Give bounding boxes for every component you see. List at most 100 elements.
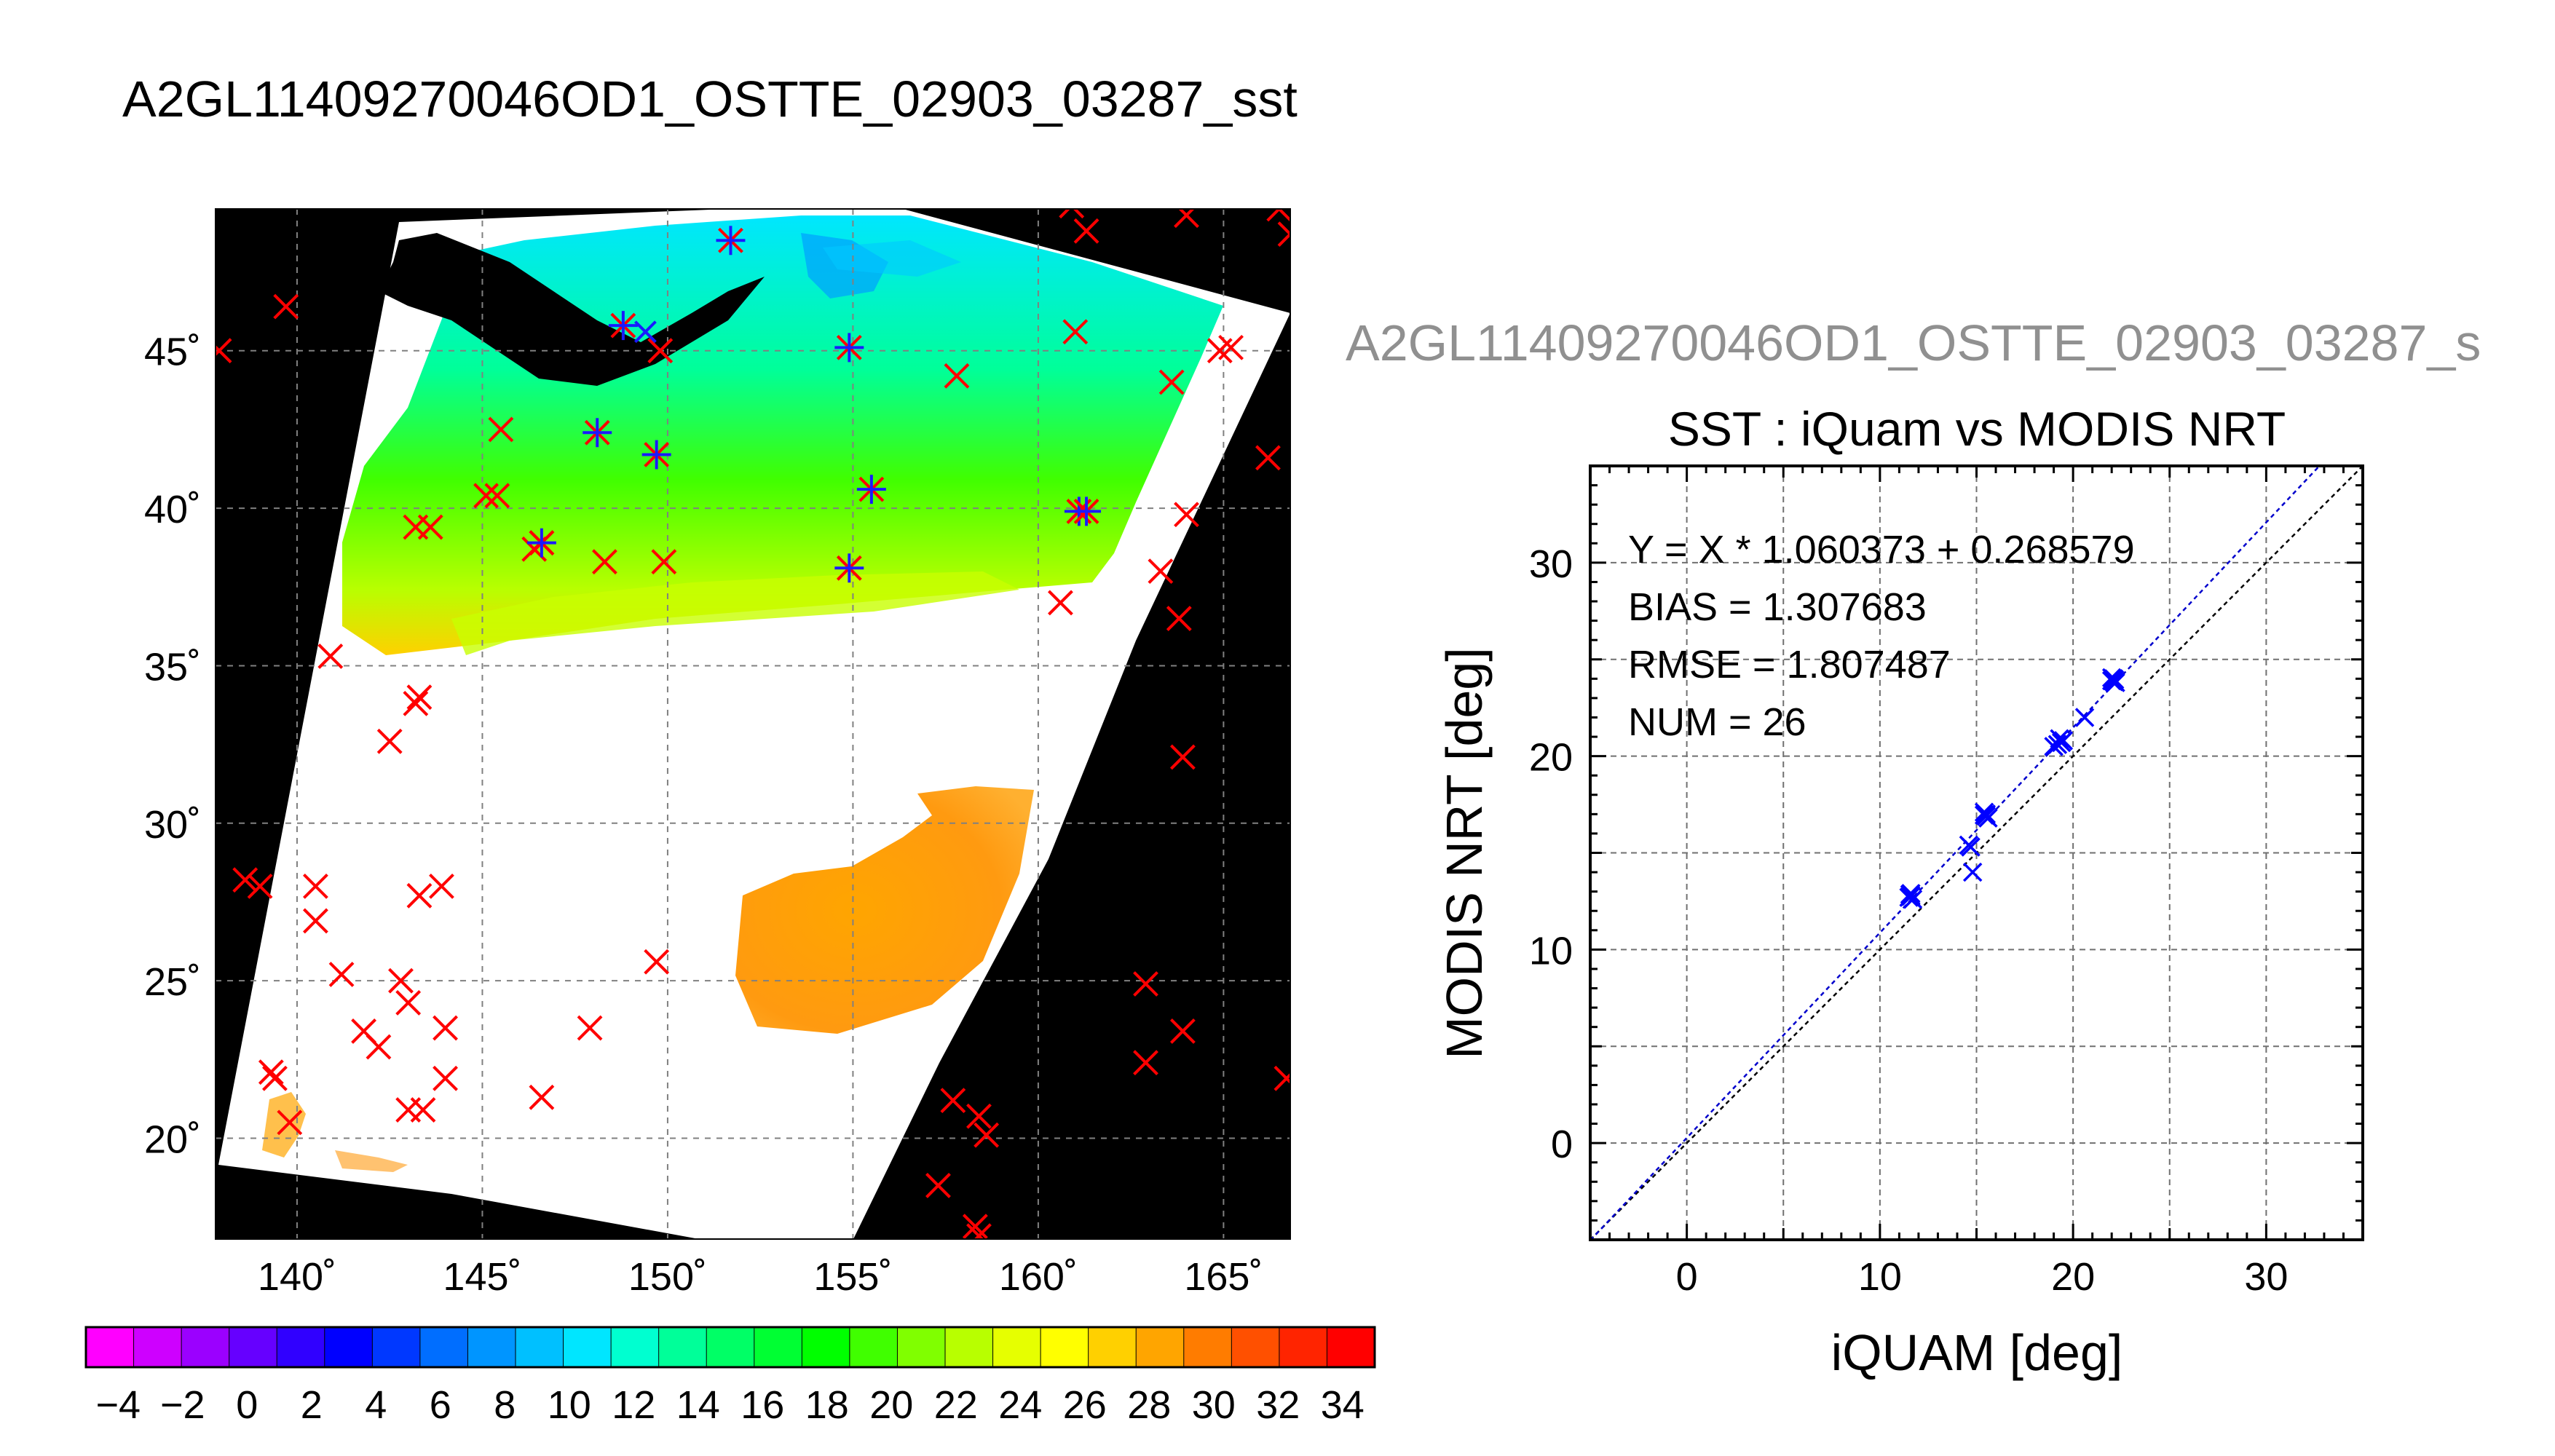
marker-stroke <box>2074 708 2095 727</box>
marker-stroke <box>1133 971 1158 997</box>
scatter-point <box>1976 804 1996 824</box>
matchup-marker-red <box>966 1103 992 1129</box>
matchup-marker-red <box>406 684 433 711</box>
matchup-marker-red <box>1133 1050 1158 1076</box>
colorbar-cell <box>324 1327 374 1367</box>
matchup-marker-blue-cross <box>633 320 657 344</box>
matchup-marker-blue <box>834 333 864 363</box>
marker-stroke <box>328 962 355 987</box>
colorbar-cell <box>1231 1327 1280 1367</box>
colorbar-cell <box>516 1327 564 1367</box>
marker-stroke <box>529 1084 555 1110</box>
matchup-marker-red <box>484 483 510 509</box>
colorbar-tick-label: 32 <box>1256 1383 1300 1427</box>
colorbar-cell <box>1327 1327 1375 1367</box>
scatter-y-tick-label: 20 <box>1529 736 1573 780</box>
marker-stroke <box>966 1103 992 1129</box>
scatter-point <box>2104 670 2125 689</box>
marker-stroke <box>1255 445 1281 471</box>
map-lat-tick-label: 35˚ <box>144 645 201 689</box>
matchup-marker-red <box>277 1109 303 1136</box>
land-mass-north <box>379 233 765 386</box>
colorbar-cell <box>658 1327 708 1367</box>
colorbar-tick-label: 8 <box>494 1383 516 1427</box>
colorbar-cell <box>1136 1327 1185 1367</box>
matchup-marker-red <box>1059 209 1085 219</box>
matchup-marker-blue <box>526 528 556 558</box>
colorbar-tick-label: 30 <box>1192 1383 1236 1427</box>
scatter-points <box>1899 668 2125 909</box>
marker-stroke <box>1962 862 1983 882</box>
matchup-marker-red <box>1218 334 1244 360</box>
scatter-y-tick-label: 0 <box>1551 1123 1573 1166</box>
marker-stroke <box>258 1059 284 1085</box>
colorbar-cell <box>181 1327 230 1367</box>
colorbar-cell <box>229 1327 278 1367</box>
y-axis-label: MODIS NRT [deg] <box>1436 647 1493 1059</box>
marker-stroke <box>417 514 443 540</box>
scatter-title: SST : iQuam vs MODIS NRT <box>1668 402 2286 456</box>
marker-stroke <box>1900 885 1920 904</box>
marker-stroke <box>262 1065 288 1091</box>
marker-stroke <box>473 483 499 509</box>
marker-stroke <box>974 1223 992 1239</box>
swath-warm-region <box>735 786 1034 1034</box>
matchup-marker-blue <box>641 440 671 470</box>
colorbar: −4 −2 0 2 4 6 8 10 12 14 16 18 20 22 24 26 28 30 32 34 <box>84 1326 1376 1427</box>
scatter-x-tick-label: 10 <box>1858 1255 1902 1299</box>
marker-stroke <box>925 1173 951 1198</box>
colorbar-cells <box>86 1327 1375 1367</box>
map-grid <box>216 209 1290 1239</box>
matchup-marker-red <box>1266 209 1290 222</box>
matchup-marker-red <box>1169 1018 1196 1044</box>
marker-stroke <box>395 990 422 1016</box>
scatter-point <box>1900 885 1920 904</box>
marker-stroke <box>247 873 273 899</box>
scatter-x-tick-label: 30 <box>2244 1255 2288 1299</box>
matchup-marker-red <box>232 867 258 893</box>
map-lon-tick-label: 165˚ <box>1184 1255 1263 1299</box>
matchup-marker-red <box>303 873 328 899</box>
matchup-marker-red <box>216 338 232 364</box>
swath-warm-speckle-south <box>262 1092 306 1158</box>
x-axis-label: iQUAM [deg] <box>1831 1324 2123 1381</box>
matchup-marker-red <box>1158 369 1185 395</box>
marker-stroke <box>2047 735 2068 754</box>
colorbar-tick-label: 10 <box>548 1383 591 1427</box>
marker-stroke <box>488 416 514 443</box>
matchup-marker-red <box>366 1034 392 1060</box>
scatter-y-tick-label: 30 <box>1529 542 1573 586</box>
matchup-marker-red <box>940 1088 966 1114</box>
matchup-marker-red <box>417 514 443 540</box>
matchup-marker-red <box>974 1122 1000 1148</box>
colorbar-cell <box>419 1327 469 1367</box>
matchup-marker-red <box>966 1223 992 1239</box>
colorbar-cell <box>1183 1327 1233 1367</box>
colorbar-cell <box>802 1327 850 1367</box>
matchup-marker-red <box>962 1214 988 1239</box>
matchup-marker-red <box>529 1084 555 1110</box>
colorbar-cell <box>754 1327 803 1367</box>
colorbar-tick-label: 0 <box>236 1383 258 1427</box>
map-lat-tick-label: 45˚ <box>144 331 201 374</box>
colorbar-cell <box>1279 1327 1328 1367</box>
matchup-marker-red <box>388 968 414 994</box>
colorbar-tick-label: 20 <box>869 1383 913 1427</box>
matchup-marker-blue <box>716 226 746 256</box>
marker-stroke <box>1133 1050 1158 1076</box>
matchup-marker-red <box>651 549 677 575</box>
matchup-marker-red <box>1174 502 1199 528</box>
marker-stroke <box>303 873 328 899</box>
marker-stroke <box>1174 209 1195 229</box>
matchup-marker-red <box>433 1015 458 1041</box>
colorbar-cell <box>897 1327 946 1367</box>
matchup-marker-red <box>247 873 273 899</box>
scatter-x-tick-label: 20 <box>2051 1255 2095 1299</box>
colorbar-tick-label: 16 <box>741 1383 784 1427</box>
map-lon-tick-label: 160˚ <box>999 1255 1078 1299</box>
stats-num: NUM = 26 <box>1628 700 1806 744</box>
colorbar-cell <box>133 1327 182 1367</box>
matchup-marker-red <box>376 728 403 754</box>
marker-stroke <box>1158 369 1185 395</box>
